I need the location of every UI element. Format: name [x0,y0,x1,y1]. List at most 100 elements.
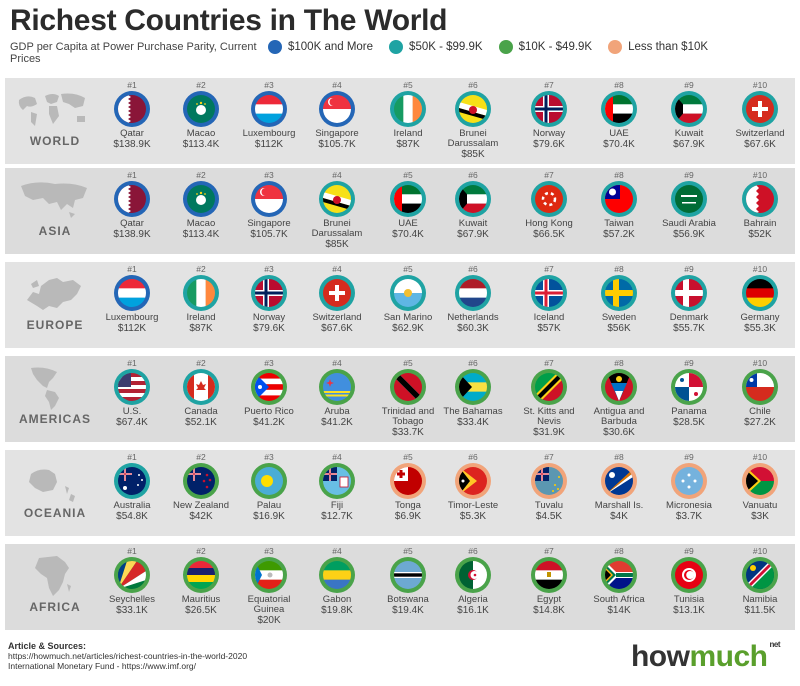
gdp-value: $16.9K [253,511,285,522]
tier-ring [183,181,219,217]
trinidad-flag-icon [394,373,422,401]
country-rank: #7 [544,358,554,368]
country-name: Egypt [536,594,562,605]
country-entry: #10 Germany $55.3K [724,264,796,334]
country-entry: #8 Taiwan $57.2K [583,170,655,240]
country-rank: #1 [127,80,137,90]
country-entry: #2 Macao $113.4K [165,170,237,240]
country-entry: #4 Aruba $41.2K [301,358,373,428]
kuwait-flag-icon [675,95,703,123]
country-rank: #10 [752,264,768,274]
country-name: Macao [186,128,216,139]
country-name: Switzerland [312,312,362,323]
country-entry: #5 UAE $70.4K [372,170,444,240]
country-entry: #3 Singapore $105.7K [233,170,305,240]
gdp-value: $138.9K [113,139,151,150]
country-rank: #9 [684,80,694,90]
country-name: Australia [113,500,151,511]
country-name: Bahrain [743,218,777,229]
country-entry: #4 Brunei Darussalam $85K [301,170,373,250]
panama-flag-icon [675,373,703,401]
tier-ring [531,91,567,127]
gdp-value: $54.8K [116,511,148,522]
hongkong-flag-icon [535,185,563,213]
qatar-flag-icon [118,185,146,213]
namibia-flag-icon [746,561,774,589]
gdp-value: $52K [748,229,772,240]
country-name: Tunisia [673,594,705,605]
country-rank: #6 [468,452,478,462]
country-name: Namibia [742,594,778,605]
country-rank: #8 [614,80,624,90]
tier-ring [390,181,426,217]
country-name: Mauritius [181,594,221,605]
country-name: Qatar [120,128,144,139]
tier-ring [601,91,637,127]
gdp-value: $67.4K [116,417,148,428]
country-entry: #10 Vanuatu $3K [724,452,796,522]
gdp-value: $56.9K [673,229,705,240]
country-entry: #7 Tuvalu $4.5K [513,452,585,522]
country-name: Panama [671,406,707,417]
gdp-value: $28.5K [673,417,705,428]
canada-flag-icon [187,373,215,401]
norway-flag-icon [255,279,283,307]
country-entry: #10 Switzerland $67.6K [724,80,796,150]
gdp-value: $6.9K [394,511,422,522]
tier-ring [531,275,567,311]
country-rank: #8 [614,170,624,180]
country-name: Sweden [601,312,637,323]
gdp-value: $57.2K [603,229,635,240]
sources-imf-link[interactable]: International Monetary Fund - https://ww… [8,661,197,671]
seychelles-flag-icon [118,561,146,589]
tier-ring [183,275,219,311]
country-entry: #3 Equatorial Guinea $20K [233,546,305,626]
macao-flag-icon [187,185,215,213]
country-name: Algeria [458,594,488,605]
gdp-value: $87K [189,323,213,334]
netherlands-flag-icon [459,279,487,307]
tier-ring [319,181,355,217]
gdp-value: $87K [396,139,420,150]
country-entry: #8 Sweden $56K [583,264,655,334]
country-entry: #4 Fiji $12.7K [301,452,373,522]
sources-article-link[interactable]: https://howmuch.net/articles/richest-cou… [8,651,248,661]
iceland-flag-icon [535,279,563,307]
botswana-flag-icon [394,561,422,589]
americas-map-icon [13,364,93,412]
country-name: Vanuatu [742,500,778,511]
country-name: The Bahamas [443,406,503,417]
tier-ring [455,463,491,499]
country-rank: #6 [468,358,478,368]
country-rank: #10 [752,452,768,462]
country-entry: #7 Egypt $14.8K [513,546,585,616]
brand-net: net [769,640,781,649]
legend-item: Less than $10K [608,40,708,54]
country-entry: #1 Qatar $138.9K [96,170,168,240]
country-entry: #10 Namibia $11.5K [724,546,796,616]
country-entry: #10 Bahrain $52K [724,170,796,240]
legend-item: $10K - $49.9K [498,40,592,54]
tier-ring [671,181,707,217]
country-entry: #4 Gabon $19.8K [301,546,373,616]
country-entry: #6 The Bahamas $33.4K [437,358,509,428]
country-entry: #3 Puerto Rico $41.2K [233,358,305,428]
tier-ring [390,275,426,311]
gdp-value: $62.9K [392,323,424,334]
country-rank: #3 [264,358,274,368]
tier-ring [251,275,287,311]
gdp-value: $33.1K [116,605,148,616]
tier-ring [114,369,150,405]
gdp-value: $33.4K [457,417,489,428]
country-name: Iceland [533,312,565,323]
region-band-oceania: OCEANIA #1 Australia $54.8K #2 New Zealand $42… [5,450,795,536]
country-name: UAE [609,128,629,139]
sources-heading: Article & Sources: [8,641,87,651]
gdp-value: $30.6K [603,427,635,438]
region-name: WORLD [29,134,81,148]
gdp-value: $52.1K [185,417,217,428]
gdp-value: $70.4K [603,139,635,150]
tier-ring [742,557,778,593]
country-name: Botswana [387,594,429,605]
country-entry: #2 New Zealand $42K [165,452,237,522]
